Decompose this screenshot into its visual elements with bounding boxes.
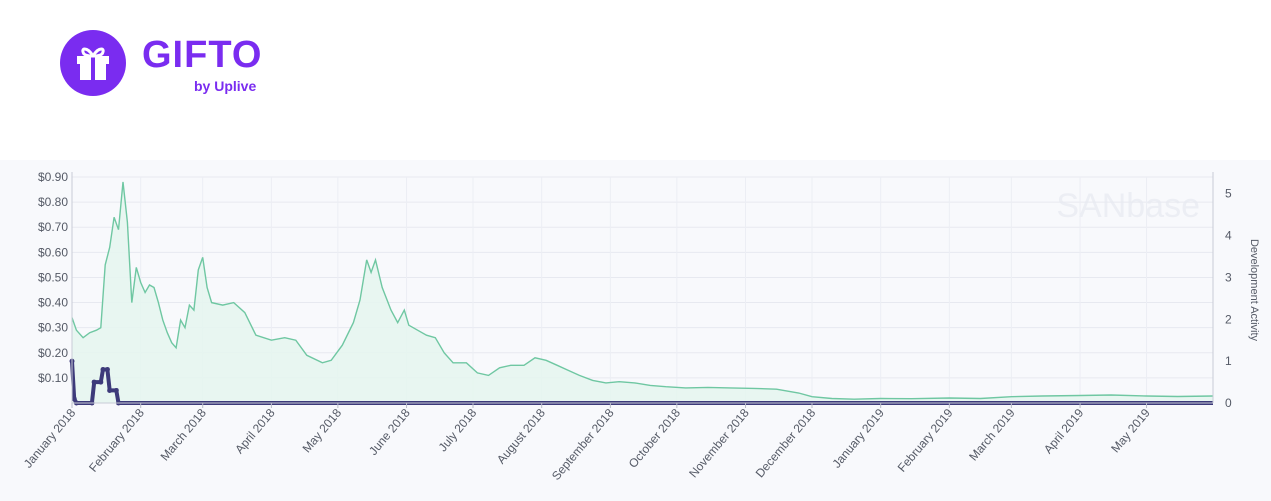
y-left-tick-label: $0.10 (38, 371, 68, 385)
y-left-tick-label: $0.60 (38, 245, 68, 259)
x-tick-label: February 2019 (895, 406, 956, 475)
x-tick-label: July 2018 (436, 406, 480, 455)
dev-activity-point (104, 367, 110, 373)
x-tick-label: May 2018 (300, 406, 345, 456)
x-tick-label: October 2018 (626, 406, 684, 471)
y-left-tick-label: $0.50 (38, 270, 68, 284)
dev-activity-point (113, 387, 119, 393)
y-right-tick-label: 4 (1225, 229, 1232, 243)
chart-svg: SANbase $0.10 $0.20 $0.30 $0.40 $0.50 $0.60 $0… (21, 170, 1260, 483)
x-tick-label: May 2019 (1108, 406, 1153, 456)
dev-activity-point (71, 396, 77, 402)
y-right-tick-label: 5 (1225, 187, 1232, 201)
x-tick-label: September 2018 (549, 406, 617, 483)
dev-activity-point (98, 379, 104, 385)
x-tick-label: December 2018 (753, 406, 819, 481)
y-right-tick-label: 0 (1225, 396, 1232, 410)
x-tick-label: April 2019 (1041, 406, 1087, 457)
gifto-logo: GIFTO by Uplive (60, 30, 290, 100)
x-tick-label: March 2019 (966, 406, 1018, 464)
x-tick-label: January 2019 (829, 406, 887, 471)
x-tick-label: February 2018 (86, 406, 147, 475)
y-left-tick-label: $0.40 (38, 296, 68, 310)
price-area (72, 182, 1213, 403)
x-tick-label: August 2018 (494, 406, 548, 467)
dev-activity-point (107, 387, 113, 393)
y-right-tick-label: 3 (1225, 270, 1232, 284)
y-right-tick-label: 2 (1225, 312, 1232, 326)
x-tick-label: April 2018 (232, 406, 278, 457)
x-tick-label: March 2018 (158, 406, 210, 464)
y-left-tick-label: $0.90 (38, 170, 68, 184)
y-left-tick-label: $0.70 (38, 220, 68, 234)
logo-title: GIFTO (142, 34, 263, 76)
watermark-text: SANbase (1056, 187, 1200, 225)
dev-activity-point (91, 379, 97, 385)
price-line (71, 181, 1214, 400)
y-left-tick-label: $0.20 (38, 346, 68, 360)
x-tick-label: January 2018 (21, 406, 79, 471)
y-left-tick-label: $0.30 (38, 321, 68, 335)
y-right-tick-label: 1 (1225, 354, 1232, 368)
logo-subtitle: by Uplive (194, 78, 257, 94)
price-dev-activity-chart: SANbase $0.10 $0.20 $0.30 $0.40 $0.50 $0.60 $0… (0, 160, 1271, 501)
y-axis-right-label: Development Activity (1248, 239, 1260, 342)
y-left-tick-label: $0.80 (38, 195, 68, 209)
x-tick-label: November 2018 (686, 406, 752, 481)
x-tick-label: June 2018 (366, 406, 413, 458)
dev-activity-point (100, 367, 106, 373)
gift-icon (60, 30, 126, 96)
chart-series (69, 181, 1214, 406)
